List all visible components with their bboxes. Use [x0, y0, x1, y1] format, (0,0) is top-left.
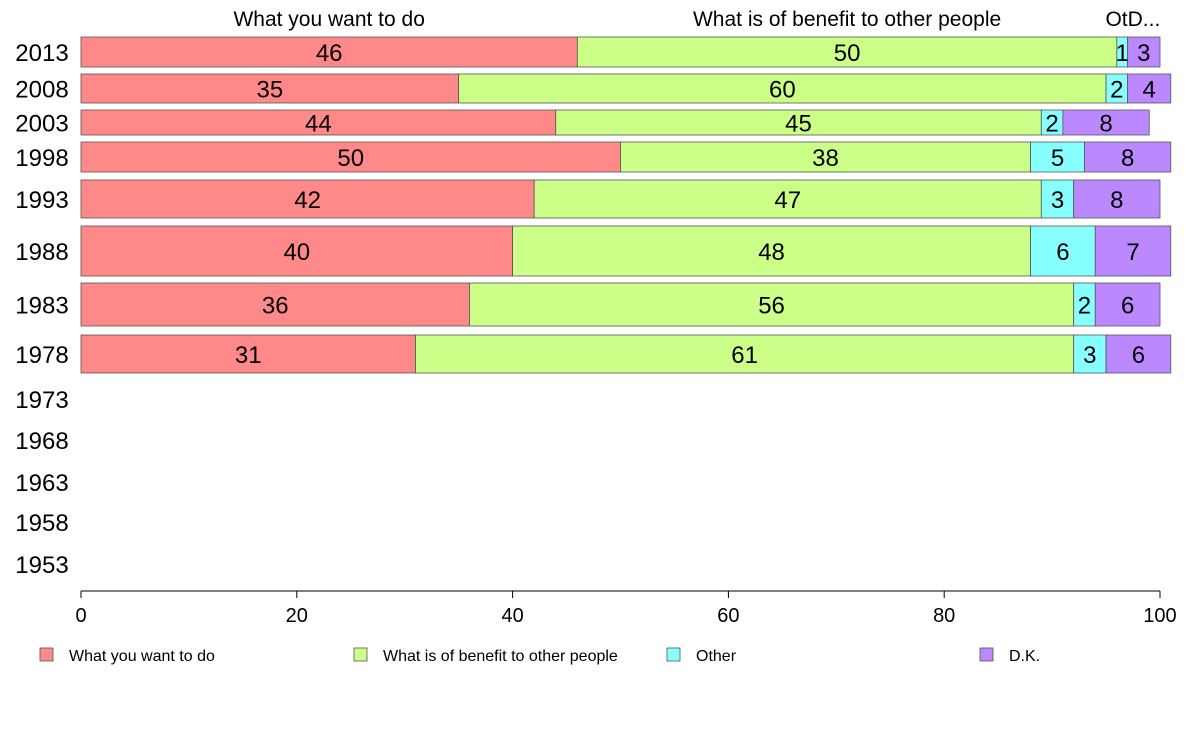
data-label-other-1988: 6 [1056, 239, 1069, 266]
data-label-what-is-of-benefit-to-other-people-2008: 60 [769, 77, 796, 104]
bar-what-is-of-benefit-to-other-people-1993 [533, 179, 1042, 219]
legend-label-what-is-of-benefit-to-other-people: What is of benefit to other people [383, 648, 618, 665]
bar-what-you-want-to-do-1983 [80, 282, 470, 327]
legend-label-what-you-want-to-do: What you want to do [69, 648, 215, 665]
category-label-2003: 2003 [15, 111, 68, 138]
bar-d-k-2003 [1062, 109, 1150, 136]
data-label-other-2003: 2 [1045, 111, 1058, 138]
category-label-1968: 1968 [15, 428, 68, 455]
data-label-d-k-2003: 8 [1099, 111, 1112, 138]
data-label-other-1993: 3 [1051, 187, 1064, 214]
bar-what-you-want-to-do-1993 [80, 179, 535, 219]
legend-label-other: Other [696, 648, 737, 665]
x-axis: 0 20 40 60 80 100 [75, 590, 1177, 627]
data-label-what-you-want-to-do-2003: 44 [305, 111, 332, 138]
x-tick-label-0: 0 [75, 605, 86, 627]
category-label-1958: 1958 [15, 510, 68, 537]
data-label-what-you-want-to-do-1978: 31 [235, 342, 262, 369]
data-label-what-you-want-to-do-1998: 50 [337, 145, 364, 172]
data-label-what-you-want-to-do-1988: 40 [283, 239, 310, 266]
category-label-1993: 1993 [15, 187, 68, 214]
data-label-d-k-1983: 6 [1121, 293, 1134, 320]
category-labels: 2013 2008 2003 1998 1993 1988 1983 1978 1973 1968… [15, 40, 68, 579]
data-label-what-is-of-benefit-to-other-people-1988: 48 [758, 239, 785, 266]
top-label-what-is-of-benefit-to-other-people: What is of benefit to other people [693, 8, 1001, 31]
data-label-what-is-of-benefit-to-other-people-1993: 47 [774, 187, 801, 214]
bar-other-1993 [1040, 179, 1075, 219]
category-label-2013: 2013 [15, 40, 68, 67]
category-label-1978: 1978 [15, 342, 68, 369]
data-label-other-1978: 3 [1083, 342, 1096, 369]
category-label-1953: 1953 [15, 552, 68, 579]
bar-d-k-1978 [1105, 334, 1172, 374]
legend: What you want to do What is of benefit to… [39, 647, 1040, 665]
bar-d-k-2013 [1127, 36, 1161, 68]
data-label-other-2008: 2 [1110, 77, 1123, 104]
data-label-d-k-1993: 8 [1110, 187, 1123, 214]
bar-what-is-of-benefit-to-other-people-1983 [469, 282, 1075, 327]
data-label-what-is-of-benefit-to-other-people-1998: 38 [812, 145, 839, 172]
category-label-1998: 1998 [15, 145, 68, 172]
data-label-other-2013: 1 [1116, 40, 1129, 67]
data-label-other-1998: 5 [1051, 145, 1064, 172]
bars: 46 50 1 335 60 2 444 45 2 850 38 5 842 47 3 840 48 6 736 56… [80, 36, 1172, 374]
bar-what-is-of-benefit-to-other-people-2013 [576, 36, 1118, 68]
bar-what-is-of-benefit-to-other-people-1978 [415, 334, 1075, 374]
legend-swatch-what-is-of-benefit-to-other-people [353, 647, 368, 662]
data-label-d-k-1978: 6 [1132, 342, 1145, 369]
bar-d-k-1993 [1073, 179, 1161, 219]
top-label-other: Ot [1105, 8, 1127, 31]
category-label-1963: 1963 [15, 470, 68, 497]
data-label-d-k-1998: 8 [1121, 145, 1134, 172]
bar-what-is-of-benefit-to-other-people-2008 [458, 73, 1107, 104]
category-label-1983: 1983 [15, 293, 68, 320]
data-label-what-is-of-benefit-to-other-people-2003: 45 [785, 111, 812, 138]
top-label-d-k: D... [1128, 8, 1161, 31]
bar-d-k-2008 [1127, 73, 1172, 104]
data-label-what-you-want-to-do-2013: 46 [316, 40, 343, 67]
x-tick-label-60: 60 [717, 605, 739, 627]
category-label-1988: 1988 [15, 239, 68, 266]
category-label-1973: 1973 [15, 387, 68, 414]
data-label-d-k-2013: 3 [1137, 40, 1150, 67]
legend-swatch-other [666, 647, 681, 662]
data-label-what-is-of-benefit-to-other-people-2013: 50 [834, 40, 861, 67]
x-tick-label-40: 40 [501, 605, 523, 627]
legend-label-d-k: D.K. [1009, 648, 1040, 665]
x-tick-label-100: 100 [1143, 605, 1176, 627]
data-label-other-1983: 2 [1078, 293, 1091, 320]
bar-what-you-want-to-do-1988 [80, 225, 514, 277]
legend-swatch-what-you-want-to-do [39, 647, 54, 662]
data-label-what-you-want-to-do-1993: 42 [294, 187, 321, 214]
x-tick-label-20: 20 [286, 605, 308, 627]
bar-what-you-want-to-do-1998 [80, 141, 621, 173]
bar-what-is-of-benefit-to-other-people-1988 [512, 225, 1031, 277]
data-label-what-you-want-to-do-2008: 35 [256, 77, 283, 104]
category-label-2008: 2008 [15, 77, 68, 104]
bar-other-1998 [1030, 141, 1085, 173]
x-tick-label-80: 80 [933, 605, 955, 627]
bar-what-is-of-benefit-to-other-people-2003 [555, 109, 1042, 136]
data-label-d-k-1988: 7 [1126, 239, 1139, 266]
bar-what-you-want-to-do-1978 [80, 334, 416, 374]
bar-d-k-1983 [1094, 282, 1161, 327]
data-label-d-k-2008: 4 [1143, 77, 1156, 104]
bar-d-k-1988 [1094, 225, 1172, 277]
bar-what-is-of-benefit-to-other-people-1998 [620, 141, 1031, 173]
legend-swatch-d-k [979, 647, 994, 662]
top-label-what-you-want-to-do: What you want to do [233, 8, 424, 31]
bar-what-you-want-to-do-2003 [80, 109, 557, 136]
data-label-what-is-of-benefit-to-other-people-1978: 61 [731, 342, 758, 369]
data-label-what-is-of-benefit-to-other-people-1983: 56 [758, 293, 785, 320]
bar-what-you-want-to-do-2013 [80, 36, 578, 68]
data-label-what-you-want-to-do-1983: 36 [262, 293, 289, 320]
bar-d-k-1998 [1084, 141, 1172, 173]
top-series-labels: What you want to do What is of benefit to… [233, 8, 1160, 31]
